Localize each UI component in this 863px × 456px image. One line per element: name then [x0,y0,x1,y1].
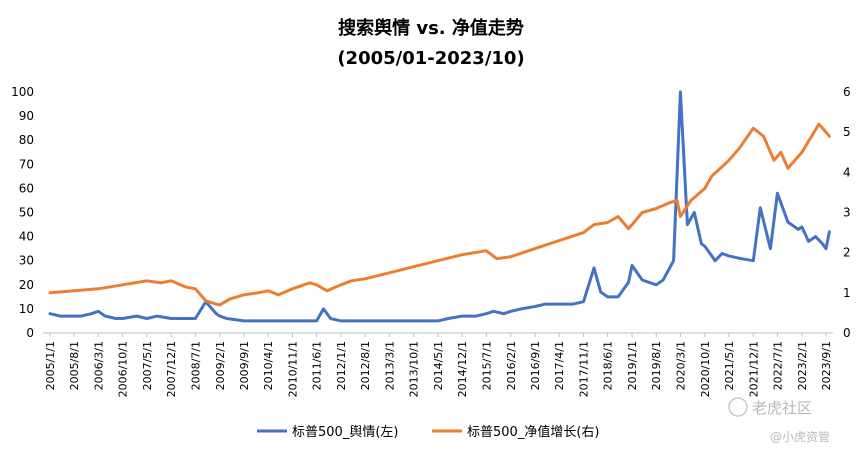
y-right-tick-label: 0 [843,326,851,340]
y-right-tick-label: 4 [843,165,851,179]
legend: 标普500_舆情(左) 标普500_净值增长(右) [257,424,599,440]
x-tick-label: 2015/7/1 [480,341,493,390]
x-tick-label: 2006/10/1 [117,341,130,397]
y-right-tick-label: 6 [843,85,851,99]
x-tick-label: 2009/2/1 [214,341,227,390]
chart-title: 搜索舆情 vs. 净值走势 [338,17,524,39]
x-tick-label: 2013/3/1 [383,341,396,390]
x-tick-label: 2017/4/1 [553,341,566,390]
x-tick-label: 2006/3/1 [92,341,105,390]
series-lines [48,90,831,323]
y-left-tick-label: 10 [19,302,34,316]
y-left-tick-label: 20 [19,278,34,292]
y-left-tick-label: 0 [26,326,34,340]
x-tick-label: 2019/1/1 [626,341,639,390]
y-left-tick-label: 30 [19,254,34,268]
watermark-secondary: @小虎资管 [770,429,830,444]
y-left-tick-label: 50 [19,206,34,220]
x-tick-label: 2011/6/1 [311,341,324,390]
x-tick-label: 2010/4/1 [262,341,275,390]
x-tick-label: 2021/5/1 [723,341,736,390]
watermark-primary: 老虎社区 [752,399,812,417]
x-tick-label: 2005/8/1 [68,341,81,390]
x-tick-label: 2016/2/1 [505,341,518,390]
x-tick-label: 2012/1/1 [335,341,348,390]
x-tick-label: 2014/5/1 [432,341,445,390]
axes: 0 10 20 30 40 50 60 70 80 90 100 0 1 2 3 4 5 6 2005/1/1 200… [11,85,851,397]
x-tick-label: 2022/7/1 [771,341,784,390]
y-left-tick-label: 90 [19,109,34,123]
x-tick-label: 2018/6/1 [602,341,615,390]
x-tick-label: 2007/5/1 [141,341,154,390]
y-right-tick-label: 3 [843,206,851,220]
y-right-tick-label: 1 [843,286,851,300]
series-line-sentiment [48,90,831,323]
x-tick-label: 2009/9/1 [238,341,251,390]
x-tick-label: 2019/8/1 [650,341,663,390]
watermark: 老虎社区 @小虎资管 [728,397,830,444]
x-tick-label: 2005/1/1 [44,341,57,390]
x-tick-label: 2017/11/1 [578,341,591,397]
y-left-tick-label: 70 [19,157,34,171]
x-tick-label: 2020/10/1 [699,341,712,397]
x-tick-label: 2016/9/1 [529,341,542,390]
x-tick-label: 2008/7/1 [189,341,202,390]
legend-label-sentiment: 标普500_舆情(左) [292,425,398,440]
y-right-tick-label: 2 [843,246,851,260]
y-right-tick-label: 5 [843,125,851,139]
y-left-tick-label: 80 [19,133,34,147]
series-line-nav [48,122,831,307]
x-tick-label: 2010/11/1 [286,341,299,397]
y-left-tick-label: 100 [11,85,34,99]
watermark-logo-icon [728,397,748,417]
x-tick-label: 2014/12/1 [456,341,469,397]
legend-label-nav: 标普500_净值增长(右) [467,424,599,440]
x-tick-label: 2023/9/1 [820,341,833,390]
x-tick-label: 2020/3/1 [674,341,687,390]
x-tick-label: 2021/12/1 [747,341,760,397]
x-tick-label: 2013/10/1 [408,341,421,397]
y-left-tick-label: 40 [19,230,34,244]
y-left-tick-label: 60 [19,181,34,195]
chart-subtitle: (2005/01-2023/10) [337,48,524,69]
x-tick-label: 2023/2/1 [796,341,809,390]
x-tick-label: 2007/12/1 [165,341,178,397]
x-tick-label: 2012/8/1 [359,341,372,390]
